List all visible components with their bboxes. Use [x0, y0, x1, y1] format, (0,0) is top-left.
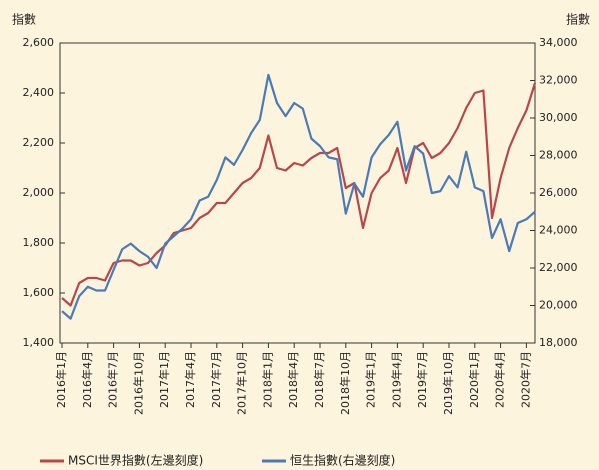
legend-label: 恒生指數(右邊刻度) — [290, 453, 395, 468]
y2-tick-label: 18,000 — [539, 336, 578, 349]
x-tick-label: 2018年7月 — [312, 351, 326, 408]
y2-tick-label: 26,000 — [539, 186, 578, 199]
x-tick-label: 2019年7月 — [415, 351, 429, 408]
x-tick-label: 2019年4月 — [389, 351, 403, 408]
y-tick-label: 2,200 — [23, 136, 55, 149]
x-tick-label: 2020年1月 — [467, 351, 481, 408]
x-tick-label: 2018年1月 — [260, 351, 274, 408]
plot-frame — [59, 42, 536, 344]
y-tick-label: 1,600 — [23, 286, 55, 299]
y2-tick-label: 20,000 — [539, 299, 578, 312]
y2-tick-label: 34,000 — [539, 36, 578, 49]
x-tick-label: 2018年10月 — [338, 351, 352, 415]
y2-tick-label: 30,000 — [539, 111, 578, 124]
x-tick-label: 2017年4月 — [183, 351, 197, 408]
y2-tick-label: 28,000 — [539, 149, 578, 162]
y-axis-title: 指數 — [12, 12, 36, 27]
y-tick-label: 2,000 — [23, 186, 55, 199]
x-tick-label: 2019年1月 — [364, 351, 378, 408]
x-tick-label: 2016年1月 — [54, 351, 68, 408]
x-tick-label: 2019年10月 — [441, 351, 455, 415]
y2-axis-title: 指數 — [566, 12, 590, 27]
x-tick-label: 2018年4月 — [286, 351, 300, 408]
x-tick-label: 2016年10月 — [131, 351, 145, 415]
x-tick-label: 2016年7月 — [106, 351, 120, 408]
series-line — [61, 82, 537, 307]
x-tick-label: 2017年10月 — [235, 351, 249, 415]
x-tick-label: 2020年4月 — [493, 351, 507, 408]
series-line — [61, 73, 536, 320]
y2-tick-label: 32,000 — [539, 74, 578, 87]
y-tick-label: 1,400 — [23, 336, 55, 349]
x-tick-label: 2017年7月 — [209, 351, 223, 408]
x-tick-label: 2017年1月 — [157, 351, 171, 408]
x-tick-label: 2020年7月 — [518, 351, 532, 408]
y-tick-label: 2,400 — [23, 86, 55, 99]
legend-label: MSCI世界指數(左邊刻度) — [68, 453, 203, 468]
x-tick-label: 2016年4月 — [80, 351, 94, 408]
y2-tick-label: 24,000 — [539, 224, 578, 237]
y-tick-label: 2,600 — [23, 36, 55, 49]
y2-tick-label: 22,000 — [539, 261, 578, 274]
y-tick-label: 1,800 — [23, 236, 55, 249]
